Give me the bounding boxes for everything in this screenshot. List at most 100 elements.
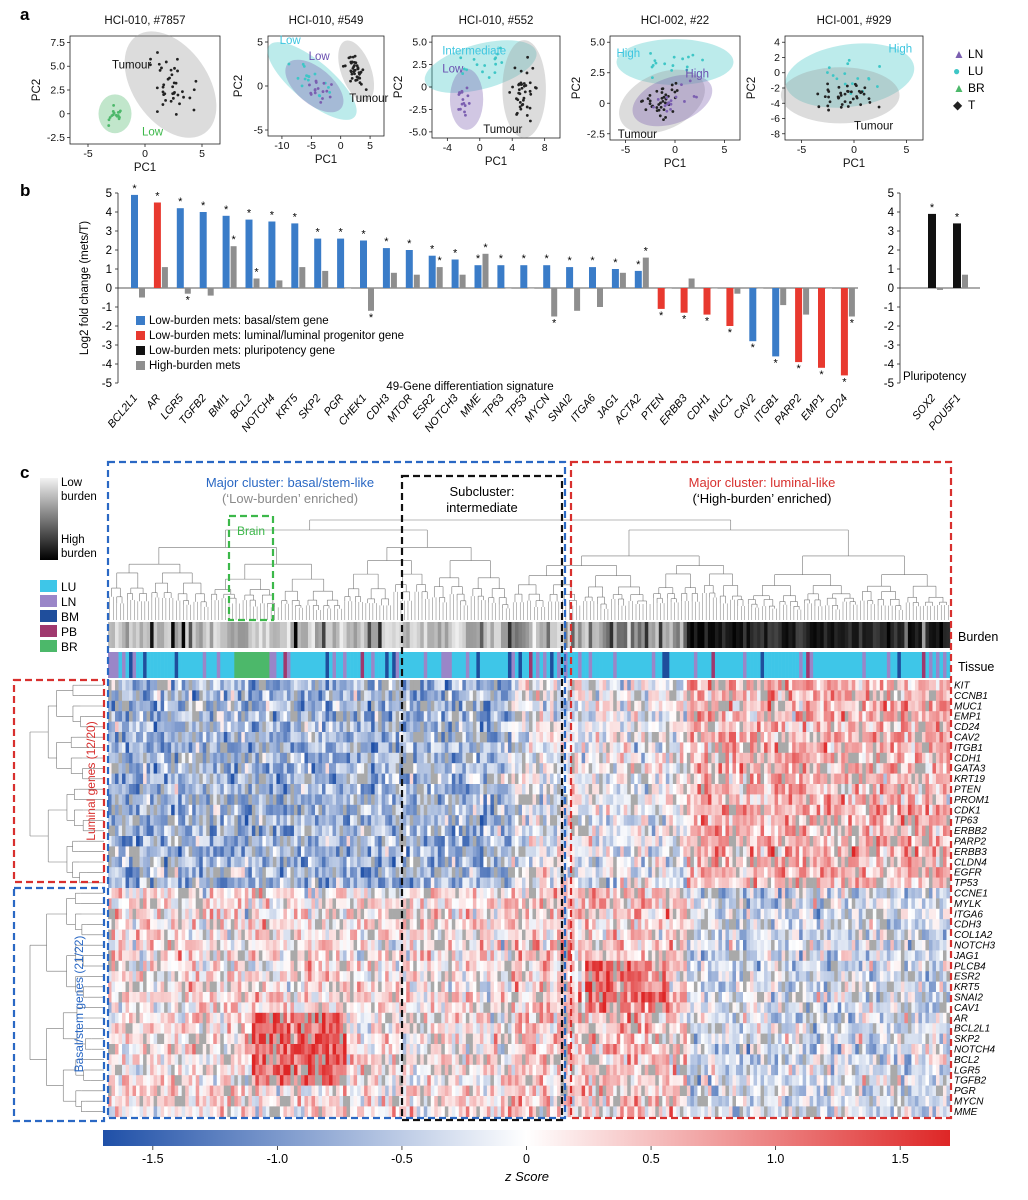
heatmap-cell xyxy=(827,804,832,816)
heatmap-cell xyxy=(125,752,130,764)
heatmap-cell xyxy=(939,690,944,702)
heatmap-cell xyxy=(841,763,846,774)
heatmap-cell xyxy=(788,804,793,816)
heatmap-cell xyxy=(757,711,761,722)
heatmap-cell xyxy=(595,784,600,795)
heatmap-cell xyxy=(507,680,512,691)
heatmap-cell xyxy=(644,836,649,847)
heatmap-cell xyxy=(111,711,116,722)
heatmap-cell xyxy=(504,815,509,826)
heatmap-cell xyxy=(125,690,130,702)
heatmap-cell xyxy=(122,700,126,712)
heatmap-cell xyxy=(314,794,319,806)
heatmap-cell xyxy=(493,711,498,722)
heatmap-cell xyxy=(532,721,537,733)
heatmap-cell xyxy=(297,836,302,847)
heatmap-cell xyxy=(202,721,207,733)
heatmap-cell xyxy=(416,763,421,774)
heatmap-cell xyxy=(115,752,119,764)
heatmap-cell xyxy=(539,815,544,826)
heatmap-cell xyxy=(399,836,403,847)
heatmap-cell xyxy=(230,711,235,722)
heatmap-cell xyxy=(350,732,354,743)
heatmap-cell xyxy=(297,752,302,764)
heatmap-cell xyxy=(430,680,435,691)
heatmap-cell xyxy=(757,784,761,795)
heatmap-cell xyxy=(336,825,340,837)
heatmap-cell xyxy=(174,794,179,806)
cluster-label: High xyxy=(889,44,913,56)
heatmap-cell xyxy=(613,846,618,858)
heatmap-cell xyxy=(676,773,681,785)
heatmap-cell xyxy=(946,825,951,837)
heatmap-cell xyxy=(634,690,639,702)
heatmap-cell xyxy=(241,690,246,702)
pca-point xyxy=(662,118,665,122)
heatmap-cell xyxy=(679,825,684,837)
heatmap-cell xyxy=(588,846,593,858)
heatmap-cell xyxy=(851,752,856,764)
heatmap-cell xyxy=(683,680,688,691)
y-tick-label: 5.0 xyxy=(412,37,427,49)
heatmap-cell xyxy=(750,856,754,868)
heatmap-cell xyxy=(518,752,523,764)
heatmap-cell xyxy=(413,700,418,712)
heatmap-cell xyxy=(904,856,909,868)
cluster-ellipse xyxy=(502,40,546,138)
heatmap-cell xyxy=(855,804,860,816)
heatmap-cell xyxy=(136,752,140,764)
heatmap-cell xyxy=(434,680,439,691)
heatmap-cell xyxy=(599,856,603,868)
heatmap-cell xyxy=(497,815,502,826)
heatmap-cell xyxy=(514,742,519,754)
heatmap-cell xyxy=(879,773,884,785)
heatmap-cell xyxy=(514,690,519,702)
pluri-y-tick-label: -1 xyxy=(884,302,894,314)
pca-point xyxy=(692,95,696,98)
heatmap-cell xyxy=(553,825,558,837)
heatmap-cell xyxy=(750,680,754,691)
heatmap-cell xyxy=(441,680,446,691)
heatmap-cell xyxy=(143,846,147,858)
heatmap-cell xyxy=(157,773,161,785)
heatmap-cell xyxy=(529,794,533,806)
heatmap-cell xyxy=(816,700,821,712)
heatmap-cell xyxy=(430,784,435,795)
heatmap-cell xyxy=(627,690,632,702)
heatmap-cell xyxy=(192,700,197,712)
heatmap-cell xyxy=(164,690,168,702)
heatmap-cell xyxy=(809,700,814,712)
heatmap-cell xyxy=(764,846,768,858)
heatmap-cell xyxy=(343,804,347,816)
pca-point xyxy=(528,106,532,110)
heatmap-cell xyxy=(150,773,154,785)
heatmap-cell xyxy=(409,846,414,858)
heatmap-cell xyxy=(753,804,758,816)
heatmap-cell xyxy=(230,752,235,764)
heatmap-cell xyxy=(269,732,274,743)
heatmap-cell xyxy=(132,815,137,826)
heatmap-cell xyxy=(851,773,856,785)
heatmap-cell xyxy=(174,784,179,795)
significance-star: * xyxy=(453,248,458,260)
heatmap-cell xyxy=(504,721,509,733)
pca-point xyxy=(328,91,332,94)
pca-point xyxy=(361,68,365,72)
heatmap-cell xyxy=(890,690,895,702)
heatmap-cell xyxy=(767,794,772,806)
heatmap-cell xyxy=(634,794,639,806)
heatmap-cell xyxy=(132,836,137,847)
heatmap-cell xyxy=(500,742,505,754)
heatmap-cell xyxy=(237,721,242,733)
heatmap-cell xyxy=(571,794,575,806)
heatmap-cell xyxy=(904,815,909,826)
heatmap-cell xyxy=(746,711,751,722)
heatmap-cell xyxy=(343,836,347,847)
heatmap-cell xyxy=(704,742,709,754)
x-tick-label: 0 xyxy=(477,142,483,154)
heatmap-cell xyxy=(827,711,832,722)
heatmap-cell xyxy=(883,690,888,702)
heatmap-cell xyxy=(153,773,158,785)
heatmap-cell xyxy=(623,804,628,816)
